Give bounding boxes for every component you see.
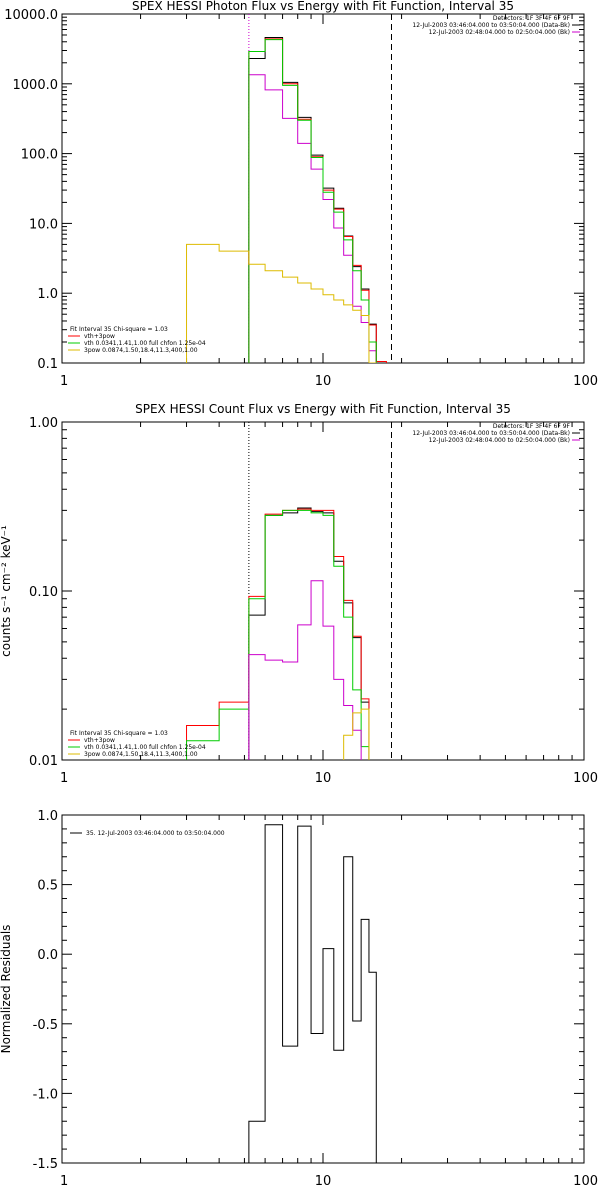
y-tick-label: 0.01 <box>29 754 58 769</box>
y-axis: -1.5 -1.0 -0.5 0.0 0.5 1.0 <box>33 809 584 1172</box>
series-vth-3pow <box>186 508 370 760</box>
x-tick-label: 100 <box>573 771 598 786</box>
x-tick-label: 10 <box>315 1174 332 1189</box>
chart-title: SPEX HESSI Count Flux vs Energy with Fit… <box>135 402 511 416</box>
x-tick-label: 1 <box>60 374 68 389</box>
y-tick-label: 0.5 <box>37 879 58 894</box>
y-tick-label: 1.0 <box>37 287 58 302</box>
x-tick-label: 100 <box>573 1174 598 1189</box>
chart-panel-1: SPEX HESSI Photon Flux vs Energy with Fi… <box>4 0 598 389</box>
x-tick-label: 10 <box>315 771 332 786</box>
data-layer <box>186 422 392 760</box>
y-axis: 0.01 0.10 1.00 <box>29 416 584 769</box>
legend-entry: vth 0.0341,1.41,1.00 full chfon 1.25e-04 <box>84 340 206 347</box>
y-tick-label: 10.0 <box>29 217 58 232</box>
legend: Fit Interval 35 Chi-square = 1.03vth+3po… <box>68 730 206 758</box>
legend-entry: vth+3pow <box>84 737 115 744</box>
series-residual <box>248 824 377 1163</box>
y-tick-label: 0.0 <box>37 948 58 963</box>
chart-title: SPEX HESSI Photon Flux vs Energy with Fi… <box>132 0 514 13</box>
y-axis: 0.1 1.0 10.0 100.0 1000.0 10000.0 <box>4 8 584 372</box>
series-3pow <box>186 243 377 363</box>
y-axis-label: counts s⁻¹ cm⁻² keV⁻¹ <box>0 525 13 657</box>
series-vth <box>248 39 377 363</box>
chart-panel-3: 1 10 100 -1.5 -1.0 -0.5 0.0 0.5 1.0 Normalized Re… <box>0 809 598 1189</box>
y-tick-label: -1.0 <box>33 1087 58 1102</box>
header-line: Detectors: 1F 3F 4F 6F 9F <box>493 15 571 22</box>
y-tick-label: 1.0 <box>37 809 58 824</box>
series-bk <box>248 74 377 363</box>
series-vth-3pow <box>248 38 387 363</box>
legend-entry: 3pow 0.0874,1.50,18.4,11.3,400,1.00 <box>84 751 198 758</box>
legend-entry: Fit Interval 35 Chi-square = 1.03 <box>70 326 168 333</box>
data-layer <box>248 824 377 1163</box>
legend: 35. 12-Jul-2003 03:46:04.000 to 03:50:04… <box>70 830 225 837</box>
legend-entry: Fit Interval 35 Chi-square = 1.03 <box>70 730 168 737</box>
header-line: 12-Jul-2003 02:48:04.000 to 02:50:04.000… <box>429 29 570 36</box>
data-layer <box>186 14 392 363</box>
legend-entry: 3pow 0.0874,1.50,18.4,11.3,400,1.00 <box>84 347 198 354</box>
y-axis-label: Normalized Residuals <box>0 925 13 1054</box>
y-tick-label: 0.10 <box>29 585 58 600</box>
header-line: 12-Jul-2003 03:46:04.000 to 03:50:04.000… <box>412 430 570 437</box>
series-data-bk <box>248 37 377 363</box>
legend-entry: vth+3pow <box>84 333 115 340</box>
x-tick-label: 10 <box>315 374 332 389</box>
y-tick-label: -0.5 <box>33 1018 58 1033</box>
y-tick-label: 100.0 <box>21 148 58 163</box>
y-tick-label: 1.00 <box>29 416 58 431</box>
x-tick-label: 1 <box>60 1174 68 1189</box>
y-tick-label: 10000.0 <box>4 8 58 23</box>
x-tick-label: 1 <box>60 771 68 786</box>
x-axis: 1 10 100 <box>60 422 598 786</box>
series-data-bk <box>248 507 370 760</box>
header-line: 12-Jul-2003 02:48:04.000 to 02:50:04.000… <box>429 437 570 444</box>
y-tick-label: -1.5 <box>33 1157 58 1172</box>
x-tick-label: 100 <box>573 374 598 389</box>
legend: Fit Interval 35 Chi-square = 1.03vth+3po… <box>68 326 206 354</box>
x-axis: 1 10 100 <box>60 815 598 1189</box>
legend-entry: vth 0.0341,1.41,1.00 full chfon 1.25e-04 <box>84 744 206 751</box>
header-line: 12-Jul-2003 03:46:04.000 to 03:50:04.000… <box>412 22 570 29</box>
y-tick-label: 1000.0 <box>13 78 59 93</box>
series-bk <box>248 580 362 760</box>
series-3pow <box>343 708 370 760</box>
x-axis: 1 10 100 <box>60 14 598 389</box>
header-line: Detectors: 1F 3F 4F 6F 9F <box>493 423 571 430</box>
chart-panel-2: SPEX HESSI Count Flux vs Energy with Fit… <box>0 402 598 786</box>
y-tick-label: 0.1 <box>37 357 58 372</box>
legend-entry: 35. 12-Jul-2003 03:46:04.000 to 03:50:04… <box>86 830 225 837</box>
